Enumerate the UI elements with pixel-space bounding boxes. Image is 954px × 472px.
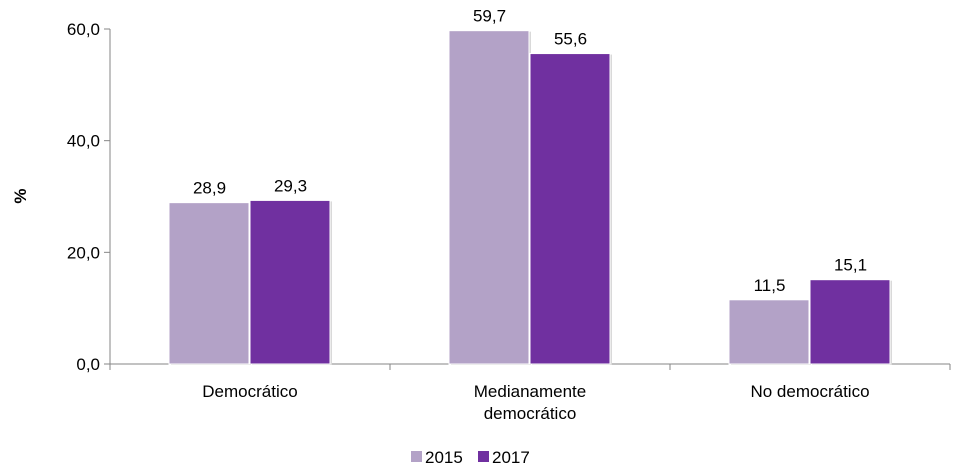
- legend-label-2017: 2017: [492, 448, 530, 467]
- data-label: 15,1: [834, 256, 867, 275]
- category-label: Medianamente democrático: [474, 382, 586, 423]
- y-axis: 0,0 20,0 40,0 60,0: [67, 20, 111, 374]
- data-labels: 28,9 29,3 59,7 55,6 11,5 15,1: [193, 7, 867, 295]
- y-tick-label: 0,0: [76, 355, 100, 374]
- category-label: Democrático: [202, 382, 297, 401]
- bar-2015-1: [448, 30, 530, 365]
- data-label: 59,7: [473, 7, 506, 26]
- data-label: 55,6: [554, 30, 587, 49]
- y-axis-title: %: [11, 188, 30, 203]
- y-tick-label: 40,0: [67, 132, 100, 151]
- y-tick-label: 60,0: [67, 20, 100, 39]
- bar-2015-0: [168, 202, 250, 365]
- legend-label-2015: 2015: [425, 448, 463, 467]
- category-labels: Democrático Medianamente democrático No dem…: [202, 382, 869, 423]
- bar-2017-1: [529, 53, 611, 365]
- bar-2017-0: [249, 199, 331, 365]
- legend: 2015 2017: [411, 448, 530, 467]
- data-label: 11,5: [754, 276, 786, 295]
- bar-2017-2: [809, 279, 891, 365]
- legend-swatch-2015: [411, 451, 422, 462]
- bars: [168, 30, 892, 366]
- y-tick-label: 20,0: [67, 243, 100, 262]
- legend-swatch-2017: [478, 451, 489, 462]
- bar-2015-2: [728, 299, 810, 365]
- data-label: 29,3: [274, 176, 307, 195]
- data-label: 28,9: [193, 179, 226, 198]
- category-label: No democrático: [750, 382, 869, 401]
